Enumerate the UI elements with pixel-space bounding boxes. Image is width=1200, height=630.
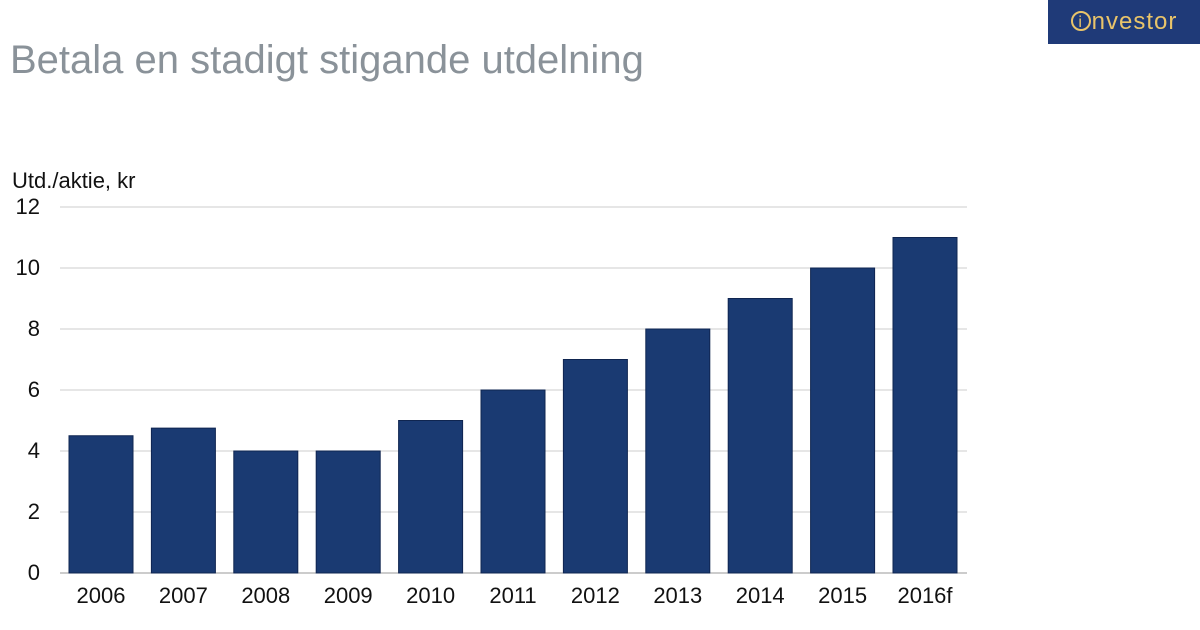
y-tick-label: 10 xyxy=(16,255,40,280)
x-tick-label: 2010 xyxy=(406,583,455,608)
logo-wordmark: nvestor xyxy=(1091,8,1178,35)
x-tick-label: 2011 xyxy=(489,583,536,608)
bar-2012 xyxy=(562,359,628,574)
bar-2014 xyxy=(727,298,793,574)
y-tick-label: 4 xyxy=(28,438,40,463)
x-axis-ticks: 2006 2007 2008 2009 2010 2011 2012 2013 2014 2015… xyxy=(77,583,954,608)
bar-2006 xyxy=(68,435,134,574)
x-tick-label: 2008 xyxy=(241,583,290,608)
y-tick-label: 12 xyxy=(16,194,40,219)
bars xyxy=(68,237,958,574)
bar-2007 xyxy=(150,427,216,574)
y-tick-label: 6 xyxy=(28,377,40,402)
logo-i-mark: i xyxy=(1070,11,1091,31)
x-tick-label: 2012 xyxy=(571,583,620,608)
y-tick-label: 8 xyxy=(28,316,40,341)
bar-2015 xyxy=(810,267,876,574)
bar-2009 xyxy=(315,450,381,574)
bar-2013 xyxy=(645,328,711,574)
bar-2011 xyxy=(480,389,546,574)
x-tick-label: 2007 xyxy=(159,583,208,608)
x-tick-label: 2006 xyxy=(77,583,126,608)
x-tick-label: 2014 xyxy=(736,583,785,608)
y-tick-label: 2 xyxy=(28,499,40,524)
x-tick-label: 2013 xyxy=(653,583,702,608)
bar-2010 xyxy=(398,420,464,574)
bar-2016f xyxy=(892,237,958,574)
x-tick-label: 2009 xyxy=(324,583,373,608)
y-axis-label: Utd./aktie, kr xyxy=(12,168,135,193)
page-title: Betala en stadigt stigande utdelning xyxy=(10,38,644,82)
y-tick-label: 0 xyxy=(28,560,40,585)
bar-2008 xyxy=(233,450,299,574)
investor-logo: i nvestor xyxy=(1048,0,1200,44)
y-axis-ticks: 0 2 4 6 8 10 12 xyxy=(16,194,40,585)
x-tick-label: 2015 xyxy=(818,583,867,608)
x-tick-label: 2016f xyxy=(897,583,953,608)
